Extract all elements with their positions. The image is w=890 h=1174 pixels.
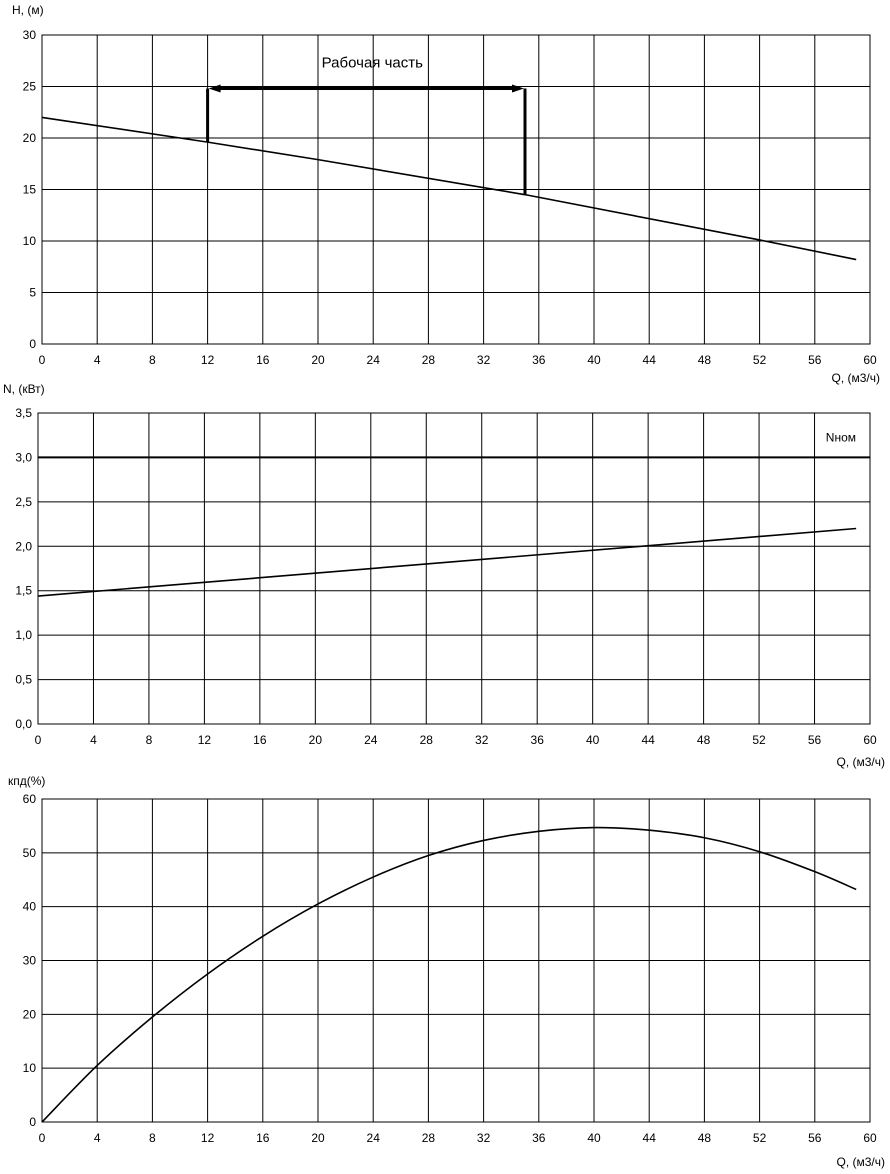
y-tick-label: 50 <box>23 846 37 860</box>
y-tick-label: 15 <box>23 183 37 197</box>
y-tick-label: 10 <box>23 1061 37 1075</box>
y-tick-label: 60 <box>23 792 37 806</box>
x-tick-label: 44 <box>641 733 655 747</box>
y-tick-label: 5 <box>29 286 36 300</box>
y-tick-label: 1,5 <box>15 584 32 598</box>
x-tick-label: 0 <box>35 733 42 747</box>
x-tick-label: 12 <box>198 733 212 747</box>
x-tick-label: 24 <box>364 733 378 747</box>
x-tick-label: 56 <box>808 353 822 367</box>
head-chart-panel: 0 4 8 12 16 20 24 28 32 36 40 44 48 52 56 6005101520253… <box>12 3 880 385</box>
x-tick-label: 52 <box>752 733 766 747</box>
x-tick-label: 36 <box>532 1131 546 1145</box>
plot-frame <box>41 798 871 1123</box>
y-axis-label: H, (м) <box>12 3 44 17</box>
y-tick-label: 0 <box>29 1115 36 1129</box>
arrow-head-right <box>512 84 524 93</box>
x-tick-label: 60 <box>863 733 877 747</box>
x-tick-label: 16 <box>253 733 267 747</box>
x-tick-label: 24 <box>367 353 381 367</box>
series-line <box>41 826 857 1123</box>
y-tick-label: 30 <box>23 28 37 42</box>
x-tick-label: 4 <box>94 1131 101 1145</box>
x-tick-label: 36 <box>532 353 546 367</box>
efficiency-chart-panel: 0 4 8 12 16 20 24 28 32 36 40 44 48 52 56 6001020304050… <box>8 774 885 1169</box>
series-line <box>37 527 857 597</box>
x-tick-label: 8 <box>146 733 153 747</box>
y-tick-label: 25 <box>23 80 37 94</box>
x-tick-label: 0 <box>39 1131 46 1145</box>
y-tick-label: 3,5 <box>15 406 32 420</box>
y-tick-label: 1,0 <box>15 628 32 642</box>
x-tick-label: 16 <box>256 353 270 367</box>
x-tick-label: 4 <box>94 353 101 367</box>
x-tick-label: 44 <box>643 353 657 367</box>
y-tick-label: 40 <box>23 900 37 914</box>
x-tick-label: 32 <box>477 353 491 367</box>
x-tick-label: 48 <box>697 733 711 747</box>
y-tick-label: 0,5 <box>15 673 32 687</box>
x-tick-label: 0 <box>39 353 46 367</box>
x-tick-label: 16 <box>256 1131 270 1145</box>
y-tick-label: 20 <box>23 131 37 145</box>
x-axis-label: Q, (м3/ч) <box>831 371 880 385</box>
working-range-label: Рабочая часть <box>322 55 423 72</box>
nominal-power-label: Nном <box>826 430 856 444</box>
x-tick-label: 48 <box>698 353 712 367</box>
x-tick-label: 40 <box>587 353 601 367</box>
x-axis-label: Q, (м3/ч) <box>836 1155 885 1169</box>
y-tick-label: 20 <box>23 1007 37 1021</box>
x-tick-label: 56 <box>808 733 822 747</box>
x-tick-label: 32 <box>475 733 489 747</box>
y-tick-label: 10 <box>23 234 37 248</box>
x-tick-label: 32 <box>477 1131 491 1145</box>
x-tick-label: 20 <box>311 1131 325 1145</box>
plot-frame <box>41 34 871 345</box>
x-tick-label: 52 <box>753 1131 767 1145</box>
x-tick-label: 40 <box>587 1131 601 1145</box>
x-tick-label: 56 <box>808 1131 822 1145</box>
y-tick-label: 0,0 <box>15 717 32 731</box>
x-tick-label: 28 <box>422 353 436 367</box>
arrow-head-left <box>208 84 221 93</box>
series-line <box>41 116 857 261</box>
y-tick-label: 0 <box>29 337 36 351</box>
x-tick-label: 20 <box>311 353 325 367</box>
x-tick-label: 40 <box>586 733 600 747</box>
x-axis-label: Q, (м3/ч) <box>836 755 885 769</box>
y-axis-label: кпд(%) <box>8 774 45 788</box>
x-tick-label: 52 <box>753 353 767 367</box>
x-tick-label: 12 <box>201 353 215 367</box>
y-tick-label: 2,5 <box>15 495 32 509</box>
y-tick-label: 30 <box>23 954 37 968</box>
x-tick-label: 8 <box>149 353 156 367</box>
x-tick-label: 28 <box>420 733 434 747</box>
x-tick-label: 48 <box>698 1131 712 1145</box>
y-tick-label: 3,0 <box>15 450 32 464</box>
x-tick-label: 24 <box>367 1131 381 1145</box>
y-axis-label: N, (кВт) <box>3 382 45 396</box>
x-tick-label: 12 <box>201 1131 215 1145</box>
power-chart-panel: 0 4 8 12 16 20 24 28 32 36 40 44 48 52 56 600,00,51,01,… <box>3 382 885 769</box>
y-tick-label: 2,0 <box>15 539 32 553</box>
x-tick-label: 4 <box>90 733 97 747</box>
x-tick-label: 20 <box>309 733 323 747</box>
x-tick-label: 36 <box>531 733 545 747</box>
x-tick-label: 60 <box>863 1131 877 1145</box>
x-tick-label: 44 <box>643 1131 657 1145</box>
x-tick-label: 60 <box>863 353 877 367</box>
x-tick-label: 8 <box>149 1131 156 1145</box>
x-tick-label: 28 <box>422 1131 436 1145</box>
plot-frame <box>37 412 871 725</box>
